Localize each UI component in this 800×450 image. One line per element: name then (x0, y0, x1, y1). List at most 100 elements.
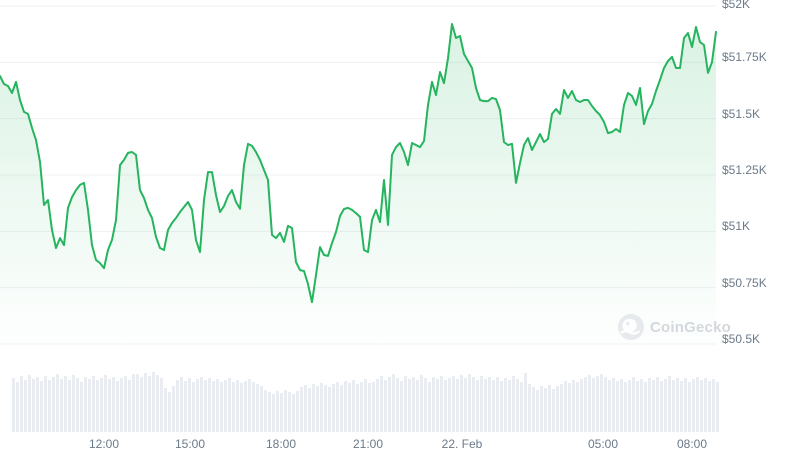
volume-bar[interactable] (692, 379, 695, 432)
volume-bar[interactable] (104, 375, 107, 432)
volume-bar[interactable] (696, 377, 699, 432)
volume-bar[interactable] (412, 377, 415, 432)
volume-bar[interactable] (496, 377, 499, 432)
volume-bar[interactable] (596, 376, 599, 432)
volume-bar[interactable] (76, 378, 79, 432)
volume-bar[interactable] (44, 376, 47, 432)
volume-bar[interactable] (464, 378, 467, 432)
volume-bar[interactable] (40, 381, 43, 432)
volume-bar[interactable] (676, 378, 679, 432)
volume-bar[interactable] (208, 378, 211, 432)
volume-bar[interactable] (240, 383, 243, 432)
volume-bar[interactable] (484, 379, 487, 432)
volume-bar[interactable] (132, 374, 135, 432)
volume-bar[interactable] (112, 377, 115, 432)
volume-bar[interactable] (24, 380, 27, 432)
volume-bar[interactable] (664, 379, 667, 432)
volume-bar[interactable] (456, 379, 459, 432)
volume-bar[interactable] (544, 388, 547, 432)
volume-bar[interactable] (200, 377, 203, 432)
volume-bar[interactable] (96, 380, 99, 432)
volume-bar[interactable] (380, 376, 383, 432)
volume-bar[interactable] (260, 386, 263, 432)
volume-bar[interactable] (332, 384, 335, 432)
volume-bar[interactable] (136, 374, 139, 432)
volume-bar[interactable] (176, 380, 179, 432)
volume-bar[interactable] (392, 374, 395, 432)
volume-bar[interactable] (172, 386, 175, 432)
volume-bar[interactable] (376, 379, 379, 432)
volume-bar[interactable] (340, 385, 343, 432)
volume-bar[interactable] (80, 382, 83, 432)
volume-bar[interactable] (72, 375, 75, 432)
volume-bar[interactable] (592, 378, 595, 432)
volume-bar[interactable] (688, 382, 691, 432)
volume-bar[interactable] (476, 380, 479, 432)
volume-bar[interactable] (284, 390, 287, 432)
volume-bar[interactable] (432, 377, 435, 432)
volume-bar[interactable] (168, 392, 171, 432)
volume-bar[interactable] (532, 387, 535, 432)
volume-bar[interactable] (552, 389, 555, 432)
volume-bar[interactable] (576, 382, 579, 432)
volume-bar[interactable] (540, 386, 543, 432)
volume-bar[interactable] (144, 373, 147, 432)
volume-bar[interactable] (20, 376, 23, 432)
volume-bar[interactable] (88, 379, 91, 432)
volume-bar[interactable] (460, 375, 463, 432)
volume-bar[interactable] (316, 386, 319, 432)
volume-bar[interactable] (252, 382, 255, 432)
volume-bar[interactable] (184, 381, 187, 432)
volume-bar[interactable] (32, 379, 35, 432)
volume-bar[interactable] (608, 380, 611, 432)
volume-bar[interactable] (652, 380, 655, 432)
volume-bar[interactable] (36, 377, 39, 432)
volume-bar[interactable] (348, 383, 351, 432)
volume-bar[interactable] (48, 380, 51, 432)
volume-bar[interactable] (320, 383, 323, 432)
volume-bar[interactable] (628, 380, 631, 432)
volume-bar[interactable] (272, 394, 275, 432)
volume-bar[interactable] (124, 376, 127, 432)
volume-bar[interactable] (636, 381, 639, 432)
volume-bar[interactable] (296, 391, 299, 432)
volume-bar[interactable] (604, 377, 607, 432)
volume-bar[interactable] (492, 380, 495, 432)
volume-bar[interactable] (500, 381, 503, 432)
volume-bar[interactable] (524, 373, 527, 432)
volume-bar[interactable] (568, 383, 571, 432)
volume-bar[interactable] (716, 382, 719, 432)
volume-bar[interactable] (300, 387, 303, 432)
volume-bar[interactable] (680, 381, 683, 432)
volume-bar[interactable] (560, 384, 563, 432)
volume-bar[interactable] (180, 377, 183, 432)
volume-bar[interactable] (212, 381, 215, 432)
volume-bar[interactable] (632, 377, 635, 432)
volume-bar[interactable] (336, 382, 339, 432)
volume-bar[interactable] (356, 384, 359, 432)
volume-bar[interactable] (700, 380, 703, 432)
volume-bar[interactable] (120, 378, 123, 432)
volume-bar[interactable] (304, 385, 307, 432)
volume-bar[interactable] (672, 380, 675, 432)
volume-bar[interactable] (444, 380, 447, 432)
volume-bar[interactable] (140, 377, 143, 432)
volume-bar[interactable] (324, 385, 327, 432)
volume-bar[interactable] (468, 374, 471, 432)
volume-bar[interactable] (588, 375, 591, 432)
volume-bar[interactable] (416, 380, 419, 432)
volume-bar[interactable] (276, 391, 279, 432)
volume-bar[interactable] (424, 378, 427, 432)
volume-bar[interactable] (204, 380, 207, 432)
volume-bar[interactable] (108, 379, 111, 432)
volume-bar[interactable] (56, 374, 59, 432)
volume-bar[interactable] (192, 382, 195, 432)
volume-bar[interactable] (364, 379, 367, 432)
volume-bar[interactable] (248, 379, 251, 432)
volume-bar[interactable] (408, 379, 411, 432)
volume-bar[interactable] (668, 376, 671, 432)
volume-bar[interactable] (504, 378, 507, 432)
volume-bar[interactable] (480, 376, 483, 432)
volume-bar[interactable] (508, 380, 511, 432)
